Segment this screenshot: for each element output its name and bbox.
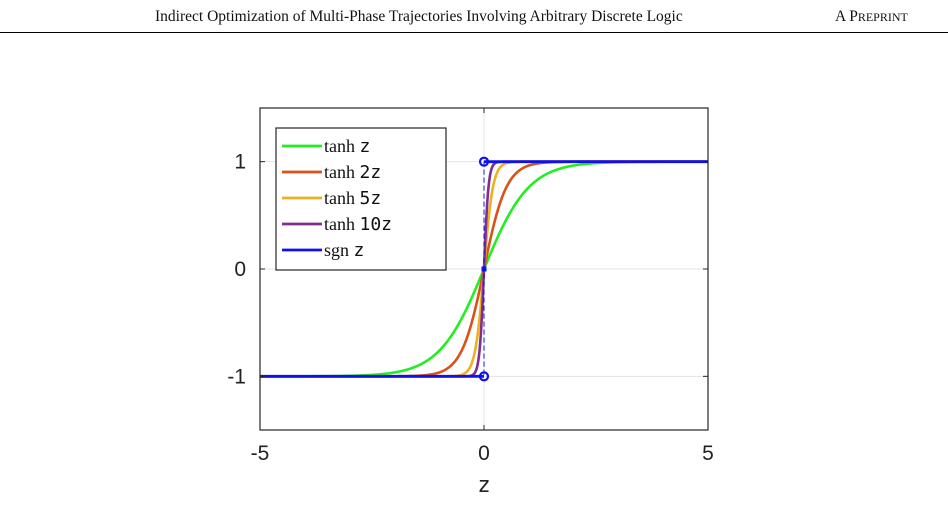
plot-curves	[259, 156, 709, 382]
x-tick-label: 0	[478, 442, 490, 465]
x-tick-label: -5	[251, 442, 270, 465]
y-tick-label: -1	[227, 365, 246, 388]
axis-ticks: -5 0 5 -1 0 1	[227, 108, 714, 465]
legend-entry: tanh 10z	[324, 214, 392, 235]
running-title: Indirect Optimization of Multi-Phase Tra…	[155, 8, 683, 25]
legend-entry: tanh z	[324, 136, 370, 157]
y-tick-label: 1	[234, 151, 246, 174]
preprint-tag: A PREPRINT	[835, 8, 908, 25]
x-tick-label: 5	[702, 442, 714, 465]
sgn-open-marker	[478, 156, 490, 167]
y-tick-label: 0	[234, 258, 246, 281]
legend: tanh z tanh 2z tanh 5z tanh 10z sgn z	[275, 127, 447, 271]
legend-entry: tanh 5z	[324, 188, 381, 209]
legend-entry: tanh 2z	[324, 162, 381, 183]
legend-entry: sgn z	[324, 240, 364, 261]
page-header: Indirect Optimization of Multi-Phase Tra…	[0, 0, 948, 40]
sgn-open-marker	[478, 371, 490, 382]
x-axis-label: z	[477, 473, 490, 498]
sgn-zero-point	[481, 266, 487, 272]
header-rule	[0, 32, 948, 33]
